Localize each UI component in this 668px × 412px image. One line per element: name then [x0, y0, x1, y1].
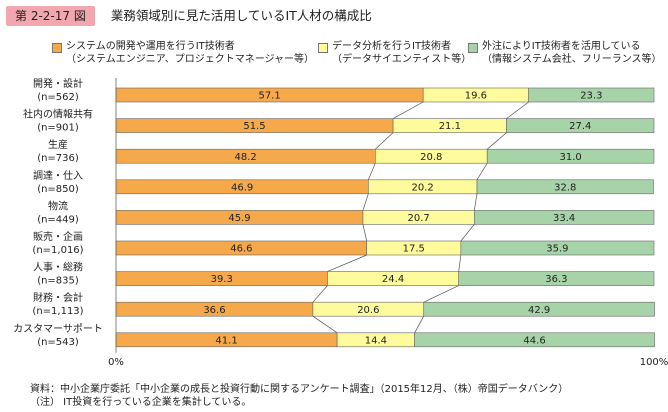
bar-value-label: 21.1 [439, 121, 461, 132]
connector-line [392, 101, 424, 119]
legend-label-line1: データ分析を行うIT技術者 [332, 41, 452, 52]
category-label: 生産 [48, 138, 68, 151]
category-label: 人事・総務 [33, 261, 83, 274]
legend-label-line2: （情報システム会社、フリーランス等） [482, 54, 662, 65]
connector-line [312, 315, 338, 334]
legend-swatch-outsourcing [468, 43, 478, 53]
connector-line [362, 224, 368, 242]
bar-segment [460, 240, 655, 256]
legend-label-line1: システムの開発や運用を行うIT技術者 [66, 41, 235, 52]
category-label: 物流 [48, 199, 68, 212]
bar-segment [474, 210, 655, 225]
connector-line [506, 101, 529, 119]
bar-value-label: 57.1 [258, 91, 280, 102]
bar-segment [486, 148, 655, 164]
bar-segment [506, 118, 655, 133]
bar-value-label: 20.6 [357, 305, 379, 316]
bar-value-label: 44.6 [523, 335, 545, 346]
bar-segment [528, 87, 655, 103]
connector-line [312, 285, 328, 303]
bar-value-label: 42.9 [528, 305, 550, 316]
category-label: 調達・仕入 [33, 169, 83, 182]
legend-label-line1: 外注によりIT技術者を活用している [482, 41, 641, 52]
chart-legend: システムの開発や運用を行うIT技術者 （システムエンジニア、プロジェクトマネージ… [0, 40, 668, 76]
connector-line [476, 163, 488, 180]
category-label: カスタマーサポート [13, 323, 103, 335]
x-tick-label: 100% [640, 357, 668, 368]
sample-size-label: (n=850) [37, 184, 79, 195]
bar-value-label: 23.3 [580, 91, 602, 102]
sample-size-label: (n=449) [37, 214, 79, 225]
connector-line [423, 285, 459, 303]
bar-segment [414, 332, 655, 348]
legend-swatch-system-engineers [52, 43, 62, 53]
connector-line [362, 193, 369, 211]
figure-title: 業務領域別に見た活用しているIT人材の構成比 [110, 8, 372, 23]
bar-value-label: 39.3 [211, 274, 233, 285]
bar-value-label: 24.4 [382, 274, 404, 285]
connector-line [414, 316, 425, 333]
category-label: 財務・会計 [33, 291, 83, 304]
bar-value-label: 45.9 [228, 213, 250, 224]
footnote-source: 資料：中小企業庁委託「中小企業の成長と投資行動に関するアンケート調査」（2015… [30, 384, 569, 395]
bar-segment [476, 179, 654, 195]
connector-line [327, 254, 367, 272]
connector-line [375, 132, 394, 150]
bar-value-label: 31.0 [559, 152, 581, 163]
bar-value-label: 27.4 [569, 121, 591, 132]
bar-value-label: 48.2 [235, 152, 257, 163]
bar-value-label: 36.3 [545, 274, 567, 285]
bar-value-label: 51.5 [243, 121, 265, 132]
connector-line [460, 224, 475, 242]
sample-size-label: (n=835) [37, 276, 79, 287]
bar-segment [458, 271, 655, 286]
bar-value-label: 14.4 [365, 335, 387, 346]
category-label: 開発・設計 [33, 77, 83, 90]
connector-line [458, 254, 462, 272]
bar-value-label: 20.8 [420, 152, 442, 163]
legend-entry-system-engineers: システムの開発や運用を行うIT技術者 （システムエンジニア、プロジェクトマネージ… [52, 40, 314, 66]
legend-label-line2: （システムエンジニア、プロジェクトマネージャー等） [66, 54, 314, 65]
sample-size-label: (n=562) [37, 92, 79, 103]
bar-value-label: 20.2 [412, 182, 434, 193]
bar-value-label: 20.7 [407, 213, 429, 224]
footnote-note: （注） IT投資を行っている企業を集計している。 [30, 397, 252, 408]
connector-line [473, 193, 478, 211]
sample-size-label: (n=543) [37, 337, 79, 348]
legend-label-line2: （データサイエンティスト等） [332, 54, 472, 65]
figure-number-badge: 第 2-2-17 図 [6, 6, 95, 26]
bar-value-label: 32.8 [554, 182, 576, 193]
bar-value-label: 46.6 [230, 244, 252, 255]
bar-value-label: 36.6 [203, 305, 225, 316]
bar-value-label: 17.5 [403, 244, 425, 255]
sample-size-label: (n=1,016) [32, 245, 83, 256]
connector-line [486, 132, 507, 150]
connector-line [367, 163, 376, 180]
legend-entry-data-scientists: データ分析を行うIT技術者 （データサイエンティスト等） [318, 40, 471, 66]
legend-entry-outsourcing: 外注によりIT技術者を活用している （情報システム会社、フリーランス等） [468, 40, 662, 66]
category-label: 社内の情報共有 [23, 108, 93, 121]
legend-swatch-data-scientists [318, 43, 328, 53]
sample-size-label: (n=736) [37, 153, 79, 164]
bar-value-label: 33.4 [553, 213, 575, 224]
sample-size-label: (n=1,113) [32, 306, 83, 317]
bar-value-label: 41.1 [215, 335, 237, 346]
bar-value-label: 46.9 [231, 182, 253, 193]
bar-value-label: 19.6 [465, 91, 487, 102]
bar-segment [423, 301, 655, 317]
sample-size-label: (n=901) [37, 123, 79, 134]
figure-header: 第 2-2-17 図 業務領域別に見た活用しているIT人材の構成比 [6, 6, 372, 26]
category-label: 販売・企画 [33, 230, 83, 243]
bar-value-label: 35.9 [546, 244, 568, 255]
x-tick-label: 0% [108, 357, 124, 368]
